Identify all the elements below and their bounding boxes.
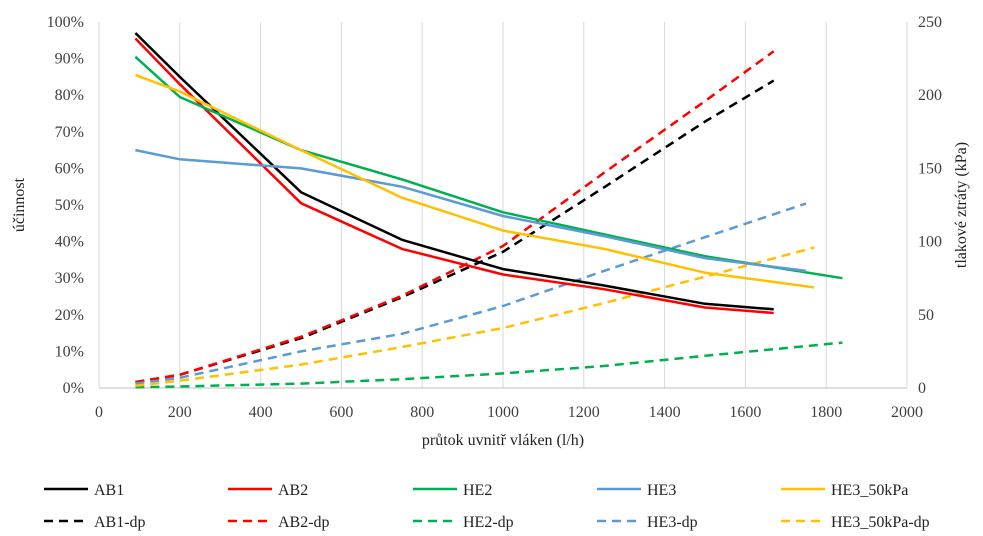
y-right-tick-label: 50 xyxy=(918,307,934,324)
y-left-tick-label: 50% xyxy=(55,197,84,214)
legend-label: AB2 xyxy=(278,482,308,499)
legend-label: AB1-dp xyxy=(94,514,146,531)
x-tick-label: 800 xyxy=(410,404,434,421)
y-left-tick-label: 60% xyxy=(55,160,84,177)
legend-label: HE3 xyxy=(647,482,676,499)
y-left-tick-label: 30% xyxy=(55,270,84,287)
y-left-tick-label: 90% xyxy=(55,51,84,68)
y-left-tick-label: 40% xyxy=(55,234,84,251)
y-right-tick-label: 200 xyxy=(918,87,942,104)
y-left-tick-label: 80% xyxy=(55,87,84,104)
x-tick-label: 1400 xyxy=(649,404,681,421)
x-tick-label: 400 xyxy=(249,404,273,421)
x-tick-label: 200 xyxy=(168,404,192,421)
legend-label: HE2-dp xyxy=(463,514,514,531)
legend-label: AB1 xyxy=(94,482,124,499)
legend: AB1 AB2 HE2 HE3 HE3_50kPa AB1-dp AB2-dp HE2-dp H… xyxy=(44,482,930,531)
x-axis-title: průtok uvnitř vláken (l/h) xyxy=(422,432,584,449)
y-left-tick-label: 0% xyxy=(63,380,84,397)
series-lines xyxy=(134,32,843,389)
y-left-tick-label: 10% xyxy=(55,343,84,360)
x-tick-label: 1600 xyxy=(729,404,761,421)
x-tick-labels: 0 200 400 600 800 1000 1200 1400 1600 1800 2000 xyxy=(95,404,923,421)
series-line-he3-50kpa-dp xyxy=(135,246,815,388)
y-left-tick-labels: 0% 10% 20% 30% 40% 50% 60% 70% 80% 90% 100% xyxy=(47,14,84,397)
series-line-he3-dp xyxy=(135,202,807,385)
y-right-tick-label: 0 xyxy=(918,380,926,397)
series-line-ab2 xyxy=(134,37,774,315)
y-left-tick-label: 70% xyxy=(55,124,84,141)
series-line-he2-dp xyxy=(135,341,843,389)
legend-label: HE3_50kPa-dp xyxy=(831,514,930,531)
y-left-tick-label: 20% xyxy=(55,307,84,324)
series-line-he2 xyxy=(134,55,843,280)
x-tick-label: 1200 xyxy=(568,404,600,421)
y-right-tick-label: 100 xyxy=(918,234,942,251)
series-line-ab2-dp xyxy=(135,50,775,384)
y-left-axis-title: účinnost xyxy=(11,177,28,232)
x-tick-label: 1800 xyxy=(810,404,842,421)
x-tick-label: 1000 xyxy=(487,404,519,421)
series-line-he3-50kpa xyxy=(134,73,815,289)
legend-label: HE2 xyxy=(463,482,492,499)
y-right-tick-label: 250 xyxy=(918,14,942,31)
y-right-tick-labels: 0 50 100 150 200 250 xyxy=(918,14,942,397)
legend-label: HE3-dp xyxy=(647,514,698,531)
y-right-axis-title: tlakové ztráty (kPa) xyxy=(953,142,970,268)
series-line-ab1 xyxy=(134,32,774,311)
x-tick-label: 600 xyxy=(329,404,353,421)
legend-label: AB2-dp xyxy=(278,514,330,531)
y-left-tick-label: 100% xyxy=(47,14,84,31)
x-tick-label: 2000 xyxy=(891,404,923,421)
legend-label: HE3_50kPa xyxy=(831,482,908,499)
series-line-he3 xyxy=(135,148,807,273)
y-right-tick-label: 150 xyxy=(918,160,942,177)
gridlines xyxy=(98,22,908,388)
x-tick-label: 0 xyxy=(95,404,103,421)
